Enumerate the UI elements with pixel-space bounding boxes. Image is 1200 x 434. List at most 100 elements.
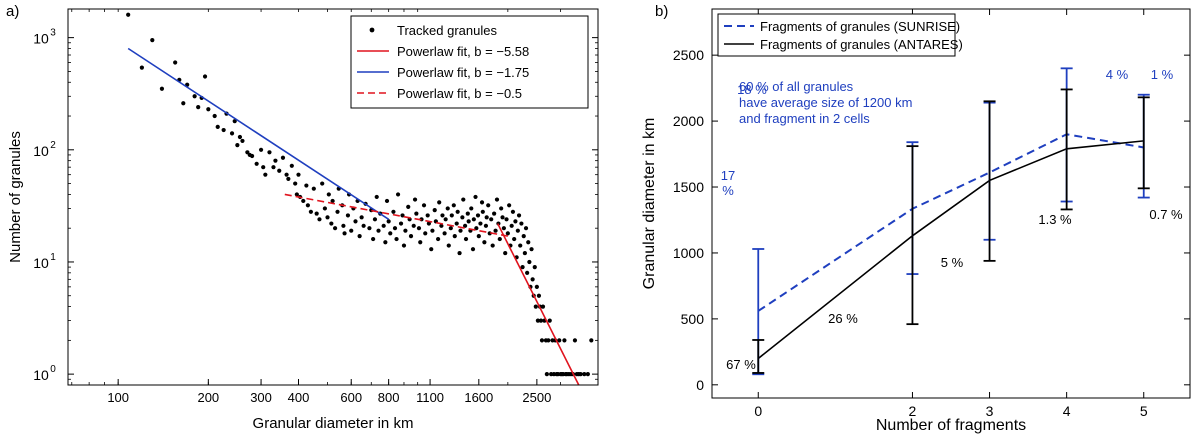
tracked-granule-point <box>445 206 450 211</box>
tracked-granule-point <box>286 176 291 182</box>
tracked-granule-point <box>435 236 441 242</box>
tracked-granule-point <box>535 318 541 323</box>
annotation-text: 60 % of all granules have average size of… <box>739 79 912 126</box>
tracked-granule-point <box>196 105 201 110</box>
tracked-granule-point <box>430 228 435 233</box>
legend-entry-label: Tracked granules <box>397 23 497 38</box>
tracked-granule-point <box>412 197 418 202</box>
percent-label-sunrise: 18 % <box>737 82 767 97</box>
x-axis-label-a: Granular diameter in km <box>253 415 414 432</box>
x-tick-label: 5 <box>1140 403 1148 419</box>
tracked-granule-point <box>525 270 530 275</box>
tracked-granule-point <box>452 234 457 239</box>
tracked-granule-point <box>539 338 545 343</box>
tracked-granule-point <box>249 153 255 159</box>
y-tick-label: 1500 <box>673 179 704 195</box>
tracked-granule-point <box>486 203 491 208</box>
x-tick-label: 600 <box>340 390 362 405</box>
tracked-granule-point <box>507 203 512 208</box>
tracked-granule-point <box>408 234 414 239</box>
tracked-granule-point <box>465 211 470 216</box>
tracked-granule-point <box>202 74 208 79</box>
tracked-granule-point <box>557 338 562 343</box>
tracked-granule-point <box>411 223 416 228</box>
x-tick-label: 400 <box>288 390 310 405</box>
tracked-granule-point <box>240 138 245 144</box>
tracked-granule-point <box>263 172 268 177</box>
tracked-granule-point <box>376 228 381 233</box>
tracked-granule-point <box>527 259 532 265</box>
tracked-granule-point <box>463 223 468 228</box>
tracked-granule-point <box>490 243 495 248</box>
y-tick-label-base: 10 <box>33 255 49 271</box>
tracked-granule-point <box>533 304 538 309</box>
tracked-granule-point <box>349 228 354 233</box>
tracked-granule-point <box>386 219 391 224</box>
y-tick-label: 2000 <box>673 113 704 129</box>
tracked-granule-point <box>522 250 527 256</box>
tracked-granule-point <box>512 236 517 242</box>
tracked-granule-point <box>280 155 286 160</box>
tracked-granule-point <box>394 236 399 242</box>
tracked-granule-point <box>529 247 534 252</box>
tracked-granule-point <box>345 213 351 218</box>
tracked-granule-point <box>267 150 272 155</box>
tracked-granule-point <box>329 221 334 226</box>
tracked-granule-point <box>503 250 508 256</box>
tracked-granule-point <box>421 203 427 208</box>
tracked-granule-point <box>361 223 366 228</box>
tracked-granule-point <box>457 250 462 256</box>
powerlaw-fit-line-0 <box>127 47 390 220</box>
x-tick-label: 1100 <box>416 390 444 405</box>
percent-label-antares: 5 % <box>941 255 964 270</box>
tracked-granule-point <box>237 134 243 140</box>
tracked-granule-point <box>519 221 524 226</box>
tracked-granule-point <box>173 60 178 65</box>
tracked-granule-point <box>353 219 358 224</box>
tracked-granule-point <box>437 200 442 205</box>
tracked-granule-point <box>439 223 444 228</box>
tracked-granule-point <box>325 215 330 220</box>
tracked-granule-point <box>448 226 453 231</box>
tracked-granule-point <box>546 338 551 343</box>
tracked-granule-point <box>451 203 456 208</box>
panel-b-label: b) <box>655 3 668 20</box>
panel-a-label: a) <box>6 3 19 20</box>
y-tick-label-base: 10 <box>33 143 49 159</box>
tracked-granule-point <box>480 209 485 214</box>
percent-label-antares: 26 % <box>828 311 858 326</box>
tracked-granule-point <box>489 217 494 222</box>
tracked-granule-point <box>212 113 217 119</box>
tracked-granule-point <box>483 223 489 228</box>
series-line-sunrise <box>757 133 1144 312</box>
tracked-granule-point <box>536 293 542 298</box>
tracked-granule-point <box>492 211 497 216</box>
tracked-granule-point <box>499 206 504 211</box>
tracked-granule-point <box>455 209 460 214</box>
y-axis-label-a: Number of granules <box>7 131 24 263</box>
tracked-granule-point <box>518 243 523 248</box>
y-tick-label: 2500 <box>673 47 704 63</box>
tracked-granule-point <box>322 206 327 211</box>
percent-label-sunrise: 1 % <box>1151 67 1174 82</box>
tracked-granule-point <box>335 209 340 214</box>
tracked-granule-point <box>416 226 422 231</box>
tracked-granule-point <box>532 264 537 270</box>
legend-entry-label: Powerlaw fit, b = −1.75 <box>397 65 529 80</box>
tracked-granule-point <box>523 226 529 231</box>
tracked-granule-point <box>470 247 476 252</box>
tracked-granule-point <box>414 211 419 216</box>
tracked-granule-point <box>342 231 347 236</box>
tracked-granule-point <box>505 231 510 236</box>
tracked-granule-point <box>501 226 506 231</box>
legend-box-a <box>350 15 589 109</box>
tracked-granule-point <box>284 172 289 177</box>
x-tick-label: 300 <box>250 390 272 405</box>
tracked-granule-point <box>482 240 487 245</box>
tracked-granule-point <box>254 161 259 166</box>
tracked-granule-point <box>381 223 386 228</box>
x-tick-label: 1600 <box>464 390 493 405</box>
powerlaw-fit-line-2 <box>496 223 580 386</box>
tracked-granule-point <box>534 284 539 289</box>
tracked-granule-point <box>332 226 338 231</box>
